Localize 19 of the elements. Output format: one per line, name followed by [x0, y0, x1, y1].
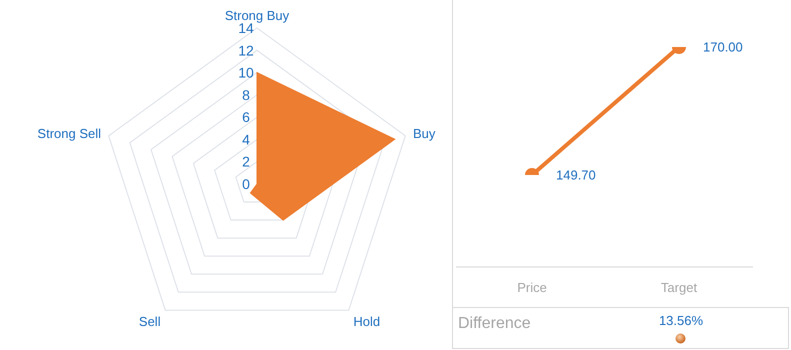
x-tick-label: Price: [517, 280, 547, 296]
x-tick-label: Target: [660, 280, 698, 296]
spoke-label: Strong Buy: [224, 8, 290, 23]
data-label: 149.70: [556, 168, 596, 182]
y-tick-label: 8: [242, 86, 250, 103]
y-tick-label: 4: [242, 131, 250, 148]
data-label: 170.00: [703, 40, 743, 54]
spoke-label: Strong Sell: [37, 126, 102, 141]
text: 13.56%: [658, 313, 704, 328]
spoke-label: Sell: [138, 314, 161, 329]
y-tick-label: 2: [242, 154, 250, 170]
text: Difference: [458, 315, 531, 333]
y-tick-label: 0: [242, 176, 250, 192]
y-tick-label: 14: [238, 20, 254, 36]
spoke-label: Buy: [412, 126, 436, 141]
spoke-label: Hold: [353, 314, 380, 329]
y-tick-label: 10: [238, 64, 254, 81]
y-tick-label: 6: [242, 109, 250, 126]
y-tick-label: 12: [238, 42, 254, 58]
